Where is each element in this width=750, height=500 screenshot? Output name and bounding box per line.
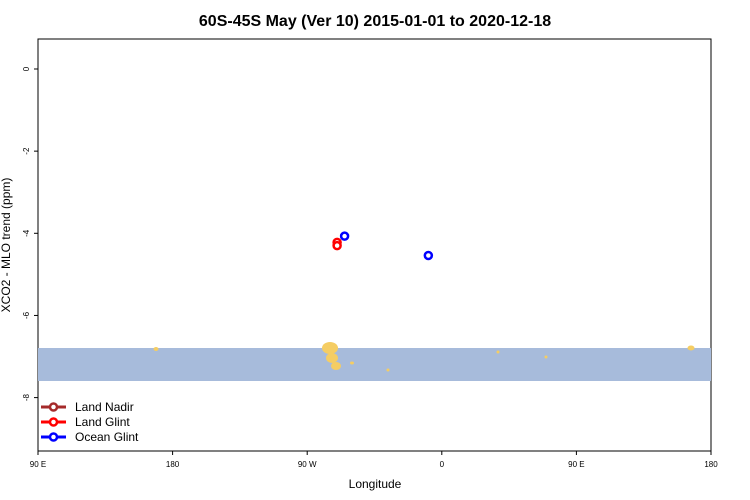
y-axis-label: XCO2 - MLO trend (ppm): [0, 178, 13, 313]
x-tick-label: 90 E: [30, 460, 46, 469]
legend-label: Ocean Glint: [75, 430, 139, 444]
y-tick-label: -2: [22, 147, 31, 155]
legend-marker: [48, 402, 59, 412]
plot-frame: [37, 38, 712, 452]
land-mass: [322, 342, 338, 354]
legend-label: Land Glint: [75, 415, 130, 429]
chart-title: 60S-45S May (Ver 10) 2015-01-01 to 2020-…: [199, 13, 551, 30]
land-mass: [350, 361, 354, 365]
x-axis-label: Longitude: [349, 477, 402, 491]
x-tick-label: 180: [166, 460, 180, 469]
land-mass: [326, 353, 338, 363]
points: [332, 231, 434, 261]
x-tick-label: 90 W: [298, 460, 317, 469]
x-tick-label: 0: [440, 460, 445, 469]
y-tick-label: -4: [22, 229, 31, 237]
land-mass: [331, 362, 341, 370]
data-point: [339, 231, 350, 241]
legend-marker: [48, 417, 59, 427]
ocean-band: [38, 348, 711, 381]
y-tick-label: -8: [22, 393, 31, 401]
x-tick-label: 180: [704, 460, 718, 469]
land-mass: [153, 347, 159, 351]
y-axis: 0 -2 -4 -6 -8: [22, 66, 38, 401]
y-tick-label: 0: [22, 66, 31, 71]
map-strip: [38, 342, 711, 381]
legend-marker: [48, 432, 59, 442]
legend-label: Land Nadir: [75, 400, 134, 414]
land-mass: [687, 345, 695, 351]
x-axis: 90 E 180 90 W 0 90 E 180: [30, 451, 718, 469]
data-point: [332, 240, 342, 251]
x-tick-label: 90 E: [568, 460, 584, 469]
land-mass: [386, 368, 390, 372]
land-mass: [496, 350, 500, 354]
y-tick-label: -6: [22, 311, 31, 319]
data-point: [423, 250, 434, 261]
land-mass: [544, 355, 548, 359]
